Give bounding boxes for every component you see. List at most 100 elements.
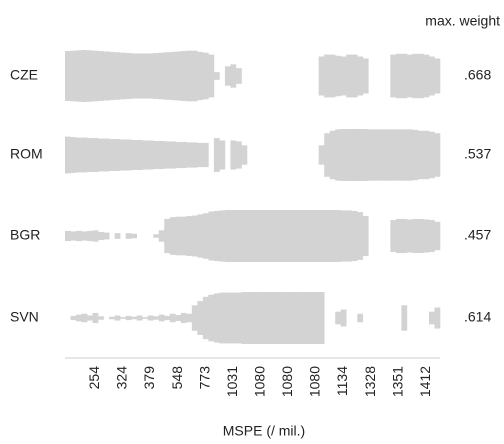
bar <box>357 56 364 96</box>
bar <box>269 210 275 262</box>
x-tick-label: 1328 <box>362 366 378 397</box>
bar <box>70 231 77 241</box>
bar <box>81 313 88 323</box>
max-weight-label: .537 <box>464 146 491 162</box>
bar <box>219 140 226 170</box>
bar <box>329 130 336 180</box>
x-tick-label: 1412 <box>417 366 433 397</box>
bar <box>434 307 441 329</box>
bar <box>274 292 281 344</box>
bar <box>142 140 149 170</box>
bar <box>169 217 176 255</box>
bar <box>412 129 419 181</box>
bar <box>202 52 209 100</box>
bar <box>230 210 237 262</box>
bar <box>213 293 220 343</box>
bar <box>423 219 430 253</box>
bar <box>131 139 137 171</box>
bar <box>202 296 209 340</box>
bar <box>153 140 160 170</box>
bar <box>208 294 215 342</box>
bar <box>164 218 171 254</box>
bar <box>147 140 154 170</box>
bar <box>202 213 209 259</box>
bar <box>169 141 176 169</box>
bar <box>208 54 215 98</box>
bar <box>390 129 397 181</box>
bar <box>263 292 270 344</box>
bar <box>296 292 303 344</box>
x-tick-label: 1080 <box>251 366 267 397</box>
row-label: CZE <box>10 67 38 83</box>
bar <box>318 56 325 96</box>
bar <box>351 210 358 262</box>
bar <box>241 210 248 262</box>
bar <box>98 316 104 320</box>
bar <box>423 130 430 180</box>
bar <box>136 315 143 321</box>
bar <box>313 210 319 262</box>
bar <box>324 133 331 177</box>
bar <box>131 233 137 239</box>
bar <box>158 140 165 170</box>
bar <box>395 53 402 99</box>
bar <box>191 50 198 102</box>
bar <box>346 129 353 181</box>
bar <box>109 139 115 171</box>
bar <box>147 315 154 321</box>
bar <box>164 315 171 321</box>
bar <box>65 136 71 174</box>
bar <box>285 210 292 262</box>
bar <box>329 210 336 262</box>
bar <box>401 218 408 254</box>
row-label: SVN <box>10 309 39 325</box>
bar <box>340 210 347 262</box>
bar <box>340 309 347 327</box>
row-label: ROM <box>10 146 43 162</box>
x-tick-label: 773 <box>196 366 212 390</box>
bar <box>76 50 82 102</box>
x-tick-label: 1031 <box>224 366 240 397</box>
bar <box>417 218 424 254</box>
bar <box>307 210 314 262</box>
bar <box>224 210 231 262</box>
bar <box>395 129 402 181</box>
x-tick-label: 1134 <box>334 366 350 396</box>
bar <box>302 292 308 344</box>
bar <box>131 53 137 99</box>
bar <box>142 53 149 99</box>
bar <box>180 141 187 169</box>
bar <box>318 145 325 165</box>
bar <box>423 54 430 98</box>
bar <box>125 139 132 171</box>
bar <box>186 142 193 168</box>
bar <box>346 54 353 98</box>
bar <box>186 50 193 102</box>
bar <box>318 210 325 262</box>
bar <box>252 292 259 344</box>
bar <box>428 56 435 96</box>
bar <box>158 314 165 322</box>
bar <box>169 51 176 101</box>
bar <box>169 313 176 323</box>
bar <box>258 210 264 262</box>
bar <box>373 129 380 181</box>
x-tick-label: 379 <box>141 366 157 390</box>
bar <box>357 212 364 260</box>
bar <box>175 216 182 256</box>
bar <box>340 129 347 181</box>
bar <box>230 292 237 344</box>
bar <box>180 312 187 324</box>
bar <box>142 317 149 319</box>
bar <box>329 54 336 98</box>
bar <box>428 131 435 179</box>
bar <box>92 138 99 172</box>
bar <box>307 292 314 344</box>
bar <box>125 233 132 239</box>
bar <box>434 133 441 177</box>
bar <box>120 317 126 319</box>
bar <box>224 66 231 86</box>
bar <box>219 292 226 344</box>
bar <box>70 50 77 102</box>
